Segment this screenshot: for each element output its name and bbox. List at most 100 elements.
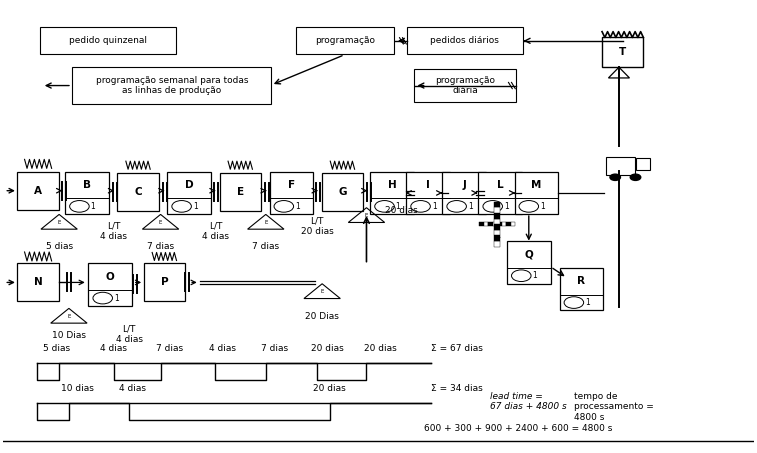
Text: 1: 1 (532, 271, 537, 280)
Bar (494, 213, 500, 219)
Text: H: H (388, 180, 397, 190)
Bar (494, 219, 500, 224)
Text: 4 dias: 4 dias (101, 344, 127, 353)
FancyBboxPatch shape (40, 27, 176, 54)
Text: 10 Dias: 10 Dias (52, 331, 86, 340)
Text: Σ = 34 dias: Σ = 34 dias (431, 385, 483, 393)
Bar (511, 222, 516, 226)
FancyBboxPatch shape (478, 172, 522, 214)
FancyBboxPatch shape (515, 172, 558, 214)
Text: 600 + 300 + 900 + 2400 + 600 = 4800 s: 600 + 300 + 900 + 2400 + 600 = 4800 s (424, 424, 612, 433)
Text: 7 dias: 7 dias (261, 344, 288, 353)
Text: 5 dias: 5 dias (43, 344, 70, 353)
FancyBboxPatch shape (507, 241, 550, 284)
FancyBboxPatch shape (17, 263, 59, 301)
Text: E: E (320, 289, 324, 294)
Text: 7 dias: 7 dias (156, 344, 183, 353)
Text: M: M (531, 180, 541, 190)
FancyBboxPatch shape (167, 172, 211, 214)
FancyBboxPatch shape (606, 157, 634, 175)
FancyBboxPatch shape (89, 263, 132, 306)
FancyBboxPatch shape (370, 172, 414, 214)
Bar (494, 202, 500, 207)
FancyBboxPatch shape (65, 172, 109, 214)
Text: 7 dias: 7 dias (147, 242, 174, 251)
Text: G: G (338, 187, 347, 197)
Text: 4 dias: 4 dias (119, 385, 145, 393)
Text: 5 dias: 5 dias (45, 242, 73, 251)
Text: 20 dias: 20 dias (313, 385, 346, 393)
Text: L/T
20 dias: L/T 20 dias (301, 217, 333, 236)
FancyBboxPatch shape (407, 172, 450, 214)
FancyBboxPatch shape (559, 268, 603, 310)
Bar (494, 236, 500, 241)
FancyBboxPatch shape (414, 69, 516, 102)
FancyBboxPatch shape (442, 172, 486, 214)
Text: 20 dias: 20 dias (311, 344, 344, 353)
Text: programação semanal para todas
as linhas de produção: programação semanal para todas as linhas… (95, 76, 248, 95)
Text: L/T
4 dias: L/T 4 dias (202, 221, 229, 241)
Text: L/T
4 dias: L/T 4 dias (116, 325, 142, 344)
Text: O: O (106, 272, 114, 282)
Text: 20 dias: 20 dias (363, 344, 397, 353)
FancyBboxPatch shape (17, 172, 59, 210)
Bar (488, 222, 493, 226)
Text: 1: 1 (468, 202, 472, 211)
Text: 1: 1 (91, 202, 95, 211)
Text: Σ = 67 dias: Σ = 67 dias (431, 344, 483, 353)
Bar (497, 222, 502, 226)
FancyBboxPatch shape (269, 172, 313, 214)
Text: lead time =
67 dias + 4800 s: lead time = 67 dias + 4800 s (490, 392, 566, 411)
Text: programação
diária: programação diária (435, 76, 495, 95)
Text: E: E (159, 220, 162, 225)
Text: pedidos diários: pedidos diários (431, 36, 500, 45)
FancyBboxPatch shape (117, 173, 159, 211)
FancyBboxPatch shape (144, 263, 185, 301)
Bar (494, 230, 500, 236)
Text: F: F (288, 180, 295, 190)
Bar (506, 222, 511, 226)
Bar (479, 222, 484, 226)
Text: J: J (463, 180, 466, 190)
Text: 10 dias: 10 dias (61, 385, 95, 393)
Text: pedido quinzenal: pedido quinzenal (69, 36, 147, 45)
Text: programação: programação (315, 36, 375, 45)
Bar (494, 207, 500, 213)
Text: E: E (264, 220, 267, 225)
FancyBboxPatch shape (407, 27, 523, 54)
Text: L: L (497, 180, 503, 190)
Text: E: E (67, 314, 70, 319)
Text: Q: Q (525, 249, 533, 259)
Text: 4 dias: 4 dias (209, 344, 235, 353)
FancyBboxPatch shape (322, 173, 363, 211)
Text: tempo de
processamento =
4800 s: tempo de processamento = 4800 s (574, 392, 653, 422)
Text: R: R (578, 276, 585, 286)
Text: 1: 1 (585, 298, 590, 307)
Text: B: B (83, 180, 91, 190)
Text: N: N (34, 277, 42, 288)
Text: 7 dias: 7 dias (252, 242, 279, 251)
FancyBboxPatch shape (296, 27, 394, 54)
Text: 1: 1 (114, 294, 119, 303)
Bar (494, 224, 500, 230)
Text: 1: 1 (431, 202, 437, 211)
Bar (493, 222, 497, 226)
Text: 1: 1 (295, 202, 300, 211)
Text: E: E (237, 187, 244, 197)
Text: D: D (185, 180, 194, 190)
Text: 1: 1 (540, 202, 545, 211)
Text: E: E (58, 220, 61, 225)
FancyBboxPatch shape (636, 158, 650, 170)
Circle shape (610, 174, 621, 180)
Text: I: I (426, 180, 430, 190)
Text: L/T
4 dias: L/T 4 dias (101, 221, 127, 241)
Bar (494, 241, 500, 246)
Text: 20 Dias: 20 Dias (305, 312, 339, 321)
Text: 1: 1 (396, 202, 400, 211)
Text: 20 dias: 20 dias (385, 206, 418, 215)
FancyBboxPatch shape (220, 173, 261, 211)
Text: 1: 1 (193, 202, 198, 211)
Text: A: A (34, 186, 42, 196)
Text: 1: 1 (504, 202, 509, 211)
FancyBboxPatch shape (72, 67, 272, 104)
